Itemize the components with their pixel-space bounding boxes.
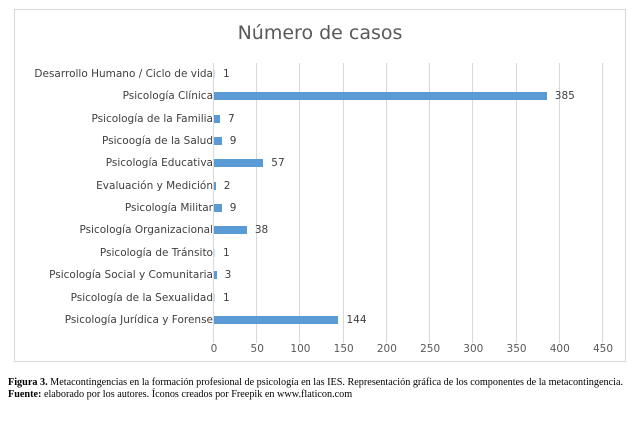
x-tick-label: 450: [592, 343, 614, 355]
x-tick-label: 0: [210, 343, 218, 355]
gridline: [472, 63, 474, 343]
gridline: [213, 63, 214, 343]
bar-value-label: 1: [223, 291, 230, 304]
category-label: Psicología Organizacional: [79, 224, 213, 237]
x-tick-label: 300: [463, 343, 484, 355]
figure-text: Metacontingencias en la formación profes…: [47, 377, 624, 388]
plot-area: 0 50 100 150 200 250 300 350 400 450 Desarrollo Hu…: [15, 10, 625, 361]
x-tick-label: 400: [549, 343, 570, 355]
category-label: Psicoogía de la Salud: [102, 135, 213, 148]
category-label: Psicología Jurídica y Forense: [64, 313, 213, 326]
bar-value-label: 7: [228, 112, 235, 125]
category-label: Psicología de Tránsito: [99, 246, 213, 259]
x-tick-label: 50: [250, 343, 264, 355]
bar-value-label: 1: [223, 68, 230, 80]
bar: [214, 271, 217, 280]
bar-value-label: 144: [346, 313, 367, 326]
gridline: [299, 63, 301, 343]
category-label: Psicología de la Familia: [91, 112, 213, 125]
category-label: Psicología Clínica: [122, 90, 213, 103]
bar-value-label: 385: [554, 90, 575, 103]
bar-value-label: 57: [271, 157, 285, 170]
gridline: [558, 63, 560, 343]
gridline: [256, 63, 258, 343]
figure-caption-line: Figura 3. Metacontingencias en la formac…: [8, 377, 638, 389]
bar: [214, 70, 215, 78]
gridline: [602, 63, 603, 343]
bar: [214, 226, 247, 235]
x-tick-label: 200: [376, 343, 397, 355]
gridline: [385, 63, 387, 343]
bar: [214, 92, 547, 101]
bar: [214, 181, 216, 190]
source-text: elaborado por los autores. Íconos creado…: [41, 389, 353, 400]
x-tick-label: 150: [333, 343, 354, 355]
bar-value-label: 9: [229, 202, 237, 215]
chart-container: Número de casos 0 50 100 150 200 250 300 350 400…: [14, 9, 626, 362]
bar-value-label: 9: [229, 135, 237, 148]
category-label: Psicología de la Sexualidad: [70, 291, 213, 304]
bar: [214, 248, 215, 257]
bar-value-label: 3: [224, 269, 232, 282]
source-line: Fuente: elaborado por los autores. Ícono…: [8, 389, 638, 401]
chart-title: Número de casos: [237, 22, 403, 44]
source-label: Fuente:: [8, 389, 42, 400]
x-tick-label: 250: [420, 343, 441, 355]
bar: [214, 114, 221, 123]
gridline: [515, 63, 517, 343]
gridline: [429, 63, 431, 343]
x-tick-label: 350: [506, 343, 527, 355]
category-label: Psicología Social y Comunitaria: [49, 269, 213, 282]
gridline: [342, 63, 344, 343]
bar: [214, 159, 264, 168]
bar: [214, 293, 215, 302]
category-label: Evaluación y Medición: [96, 179, 213, 192]
bar-value-label: 1: [223, 246, 230, 259]
bar-value-label: 38: [254, 224, 269, 237]
bar-value-label: 2: [223, 179, 231, 192]
category-label: Psicología Militar: [124, 202, 213, 215]
bar: [214, 204, 222, 213]
figure-label: Figura 3.: [8, 377, 48, 388]
bar: [214, 315, 339, 324]
figure-caption: Figura 3. Metacontingencias en la formac…: [8, 377, 638, 401]
category-label: Desarrollo Humano / Ciclo de vida: [34, 68, 213, 80]
category-label: Psicología Educativa: [105, 157, 213, 170]
x-tick-label: 100: [290, 343, 311, 355]
bar: [214, 137, 222, 146]
